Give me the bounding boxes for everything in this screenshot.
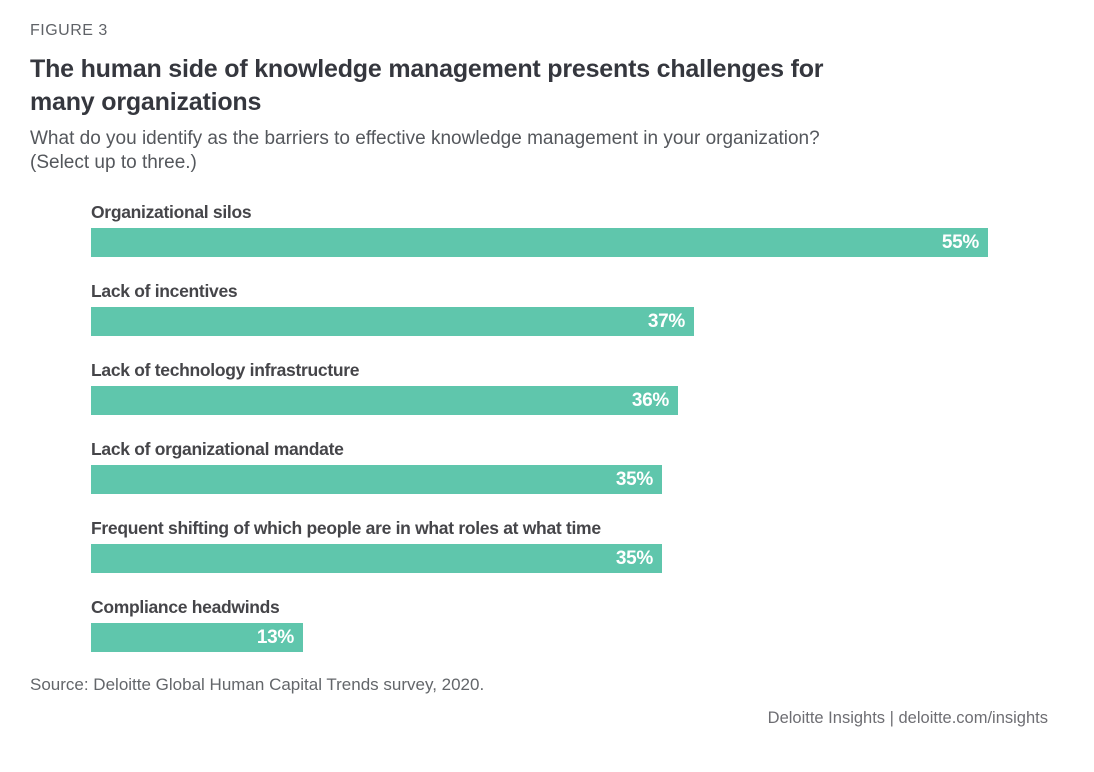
bar-value: 37%	[647, 310, 685, 332]
survey-question-line-1: What do you identify as the barriers to …	[30, 128, 820, 149]
bar-value: 35%	[615, 468, 653, 490]
bar-row: Lack of technology infrastructure 36%	[91, 359, 1048, 415]
survey-question-line-2: (Select up to three.)	[30, 151, 197, 173]
bar: 35%	[91, 464, 662, 494]
source-note: Source: Deloitte Global Human Capital Tr…	[30, 674, 485, 694]
bar-value: 36%	[631, 389, 669, 411]
bar: 36%	[91, 385, 678, 415]
bar-value: 13%	[256, 626, 294, 648]
bar-label: Frequent shifting of which people are in…	[91, 517, 601, 538]
survey-question: What do you identify as the barriers to …	[30, 127, 1048, 175]
bar-row: Lack of incentives 37%	[91, 280, 1048, 336]
bar: 37%	[91, 306, 694, 336]
page-title: The human side of knowledge management p…	[30, 53, 1048, 118]
bar-label: Lack of organizational mandate	[91, 438, 344, 459]
bar-row: Compliance headwinds 13%	[91, 596, 1048, 652]
bar: 35%	[91, 543, 662, 573]
figure-number-label: FIGURE 3	[30, 22, 108, 39]
bar-label: Organizational silos	[91, 201, 252, 222]
bar-label: Compliance headwinds	[91, 596, 280, 617]
bar: 55%	[91, 227, 988, 257]
bar-row: Frequent shifting of which people are in…	[91, 517, 1048, 573]
bar-value: 55%	[941, 231, 979, 253]
deloitte-insights-footer: Deloitte Insights | deloitte.com/insight…	[767, 708, 1048, 727]
bar-chart: Organizational silos 55% Lack of incenti…	[91, 201, 1048, 652]
bar-row: Lack of organizational mandate 35%	[91, 438, 1048, 494]
bar-label: Lack of incentives	[91, 280, 238, 301]
bar-label: Lack of technology infrastructure	[91, 359, 360, 380]
bar: 13%	[91, 622, 303, 652]
bar-value: 35%	[615, 547, 653, 569]
page-title-line-2: many organizations	[30, 87, 262, 116]
page-title-line-1: The human side of knowledge management p…	[30, 55, 824, 83]
bar-row: Organizational silos 55%	[91, 201, 1048, 257]
